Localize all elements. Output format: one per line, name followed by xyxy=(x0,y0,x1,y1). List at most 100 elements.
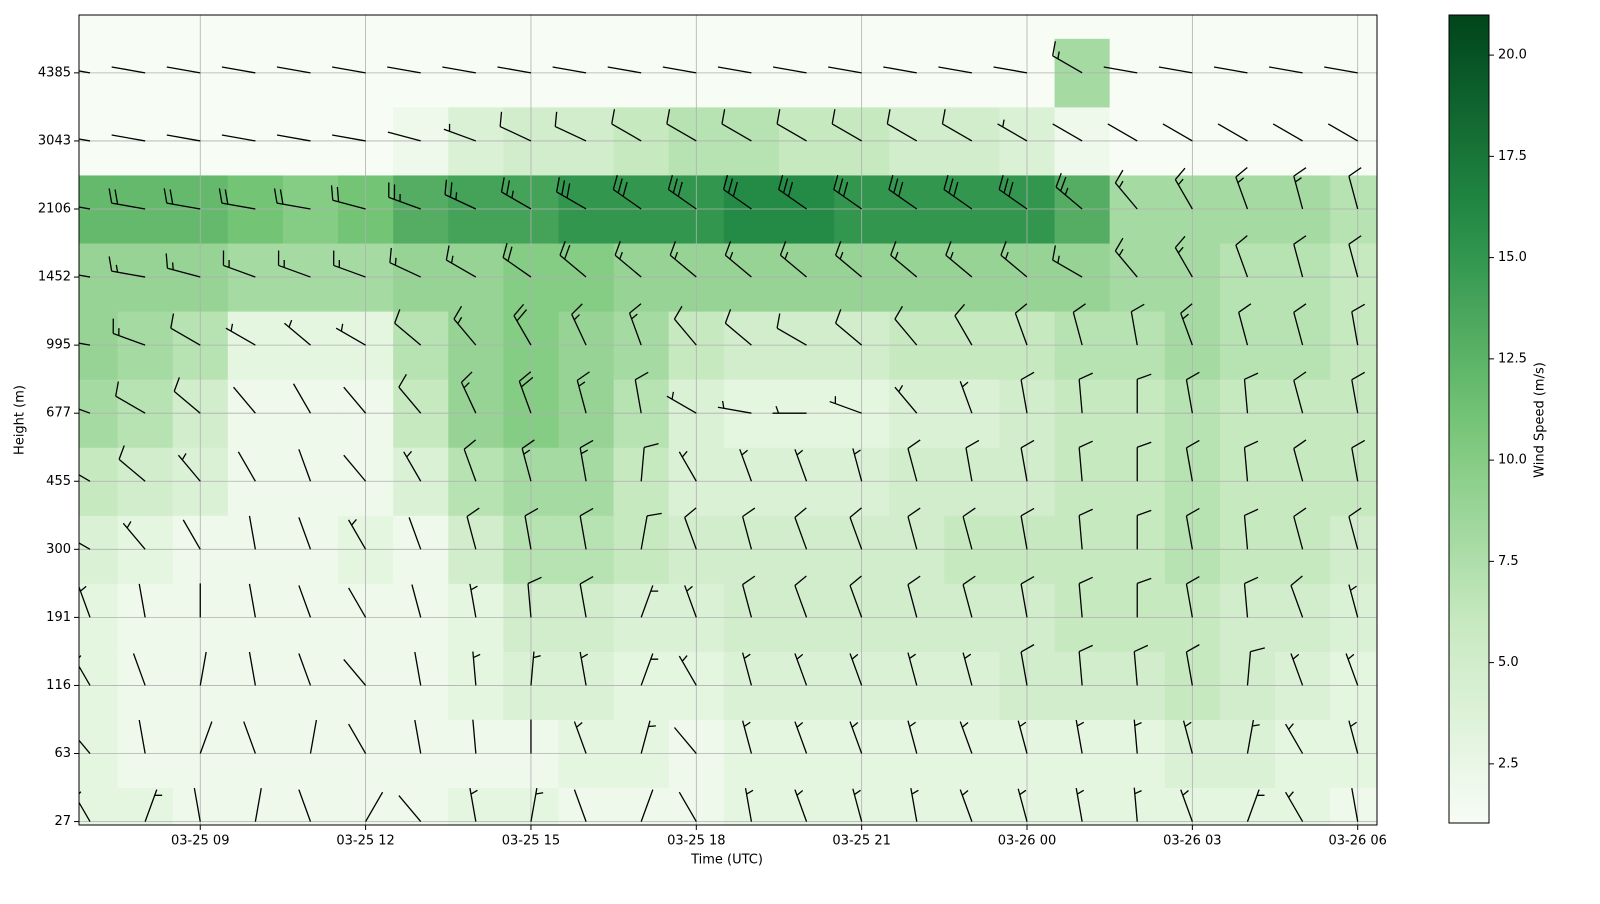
wind-barb xyxy=(1180,303,1193,346)
wind-barb xyxy=(573,789,587,822)
wind-barb xyxy=(112,318,146,346)
wind-barb xyxy=(662,66,697,74)
wind-barb xyxy=(138,583,146,618)
y-tick-label: 116 xyxy=(46,678,71,693)
wind-barb xyxy=(907,507,921,550)
wind-barb xyxy=(959,381,973,414)
heat-cell xyxy=(282,787,339,825)
wind-barb xyxy=(894,305,918,346)
wind-barb xyxy=(332,134,366,142)
wind-barb xyxy=(1103,66,1138,74)
wind-barb xyxy=(607,66,642,74)
wind-barb xyxy=(1268,66,1303,74)
wind-barb xyxy=(472,651,481,686)
wind-barb xyxy=(1351,439,1366,482)
wind-barb xyxy=(79,585,91,618)
wind-barb xyxy=(794,721,808,754)
wind-barb xyxy=(828,66,862,74)
wind-barb xyxy=(910,788,919,822)
wind-barb xyxy=(298,585,312,618)
wind-barb xyxy=(640,789,654,822)
wind-barb xyxy=(1185,371,1200,414)
wind-barb xyxy=(907,439,921,482)
wind-barb xyxy=(1217,123,1248,142)
wind-barb xyxy=(79,408,91,414)
wind-barb xyxy=(389,247,421,278)
wind-barb xyxy=(111,134,146,142)
wind-barb xyxy=(79,791,91,822)
wind-barb xyxy=(1185,439,1200,482)
wind-barb xyxy=(1180,789,1193,822)
heat-cell xyxy=(1275,787,1331,825)
y-tick-label: 1452 xyxy=(38,270,71,285)
heat-cell xyxy=(448,787,504,825)
wind-barb xyxy=(276,134,311,142)
wind-barb xyxy=(965,439,980,482)
wind-barb xyxy=(499,111,532,142)
wind-barb xyxy=(684,585,697,618)
wind-barb xyxy=(640,512,662,550)
wind-barb xyxy=(611,109,642,142)
wind-barb xyxy=(579,507,594,550)
wind-barb xyxy=(79,206,91,210)
wind-barb xyxy=(276,66,311,74)
wind-barb xyxy=(717,66,752,74)
wind-barb xyxy=(1327,123,1359,142)
wind-barb xyxy=(628,303,642,346)
wind-barb xyxy=(298,517,312,550)
wind-barb xyxy=(79,70,91,74)
wind-barb xyxy=(779,241,807,278)
wind-barb xyxy=(717,400,752,414)
wind-barb xyxy=(1072,303,1086,346)
x-tick-label: 03-26 06 xyxy=(1328,834,1386,849)
wind-barb xyxy=(1235,167,1249,210)
wind-barb xyxy=(1293,439,1307,482)
wind-barb xyxy=(962,652,973,686)
wind-barb xyxy=(298,789,312,822)
wind-barb xyxy=(79,138,91,142)
wind-barb xyxy=(221,134,256,142)
wind-barb xyxy=(403,450,422,482)
wind-barb xyxy=(1285,723,1304,754)
wind-barb xyxy=(518,371,534,414)
wind-barb xyxy=(576,371,590,414)
wind-barb xyxy=(79,542,91,550)
wind-barb xyxy=(1052,245,1083,278)
x-tick-label: 03-25 12 xyxy=(336,834,394,849)
wind-barb xyxy=(724,309,752,346)
y-tick-label: 677 xyxy=(46,406,71,421)
wind-barb xyxy=(669,241,697,278)
wind-barb xyxy=(852,448,863,482)
wind-barb xyxy=(1345,653,1359,686)
wind-barb xyxy=(1055,172,1083,210)
y-tick-label: 455 xyxy=(46,474,71,489)
wind-barb xyxy=(1020,575,1035,618)
heat-cell xyxy=(613,787,670,825)
wind-barb xyxy=(1185,507,1200,550)
wind-barb xyxy=(497,66,532,74)
wind-barb xyxy=(1348,235,1362,278)
wind-barb xyxy=(108,188,146,210)
wind-barb xyxy=(993,66,1028,74)
wind-barb xyxy=(472,719,477,754)
wind-barb xyxy=(744,788,754,822)
y-tick-label: 3043 xyxy=(38,133,71,148)
wind-barb xyxy=(398,373,422,414)
wind-barb xyxy=(132,653,146,686)
wind-barb xyxy=(1348,584,1359,618)
wind-barb xyxy=(243,721,256,754)
wind-barb xyxy=(907,720,918,754)
wind-barb xyxy=(218,188,256,210)
wind-barb xyxy=(1293,235,1307,278)
wind-barb xyxy=(1246,789,1265,822)
wind-barb xyxy=(1017,788,1028,822)
wind-barb xyxy=(122,521,146,550)
wind-barb xyxy=(1290,575,1304,618)
wind-barb xyxy=(233,386,256,414)
wind-barb xyxy=(248,651,257,686)
wind-barb xyxy=(463,439,477,482)
wind-barb xyxy=(1107,123,1138,142)
wind-barb xyxy=(225,323,256,346)
wind-barb xyxy=(335,323,366,346)
wind-barb xyxy=(794,575,808,618)
